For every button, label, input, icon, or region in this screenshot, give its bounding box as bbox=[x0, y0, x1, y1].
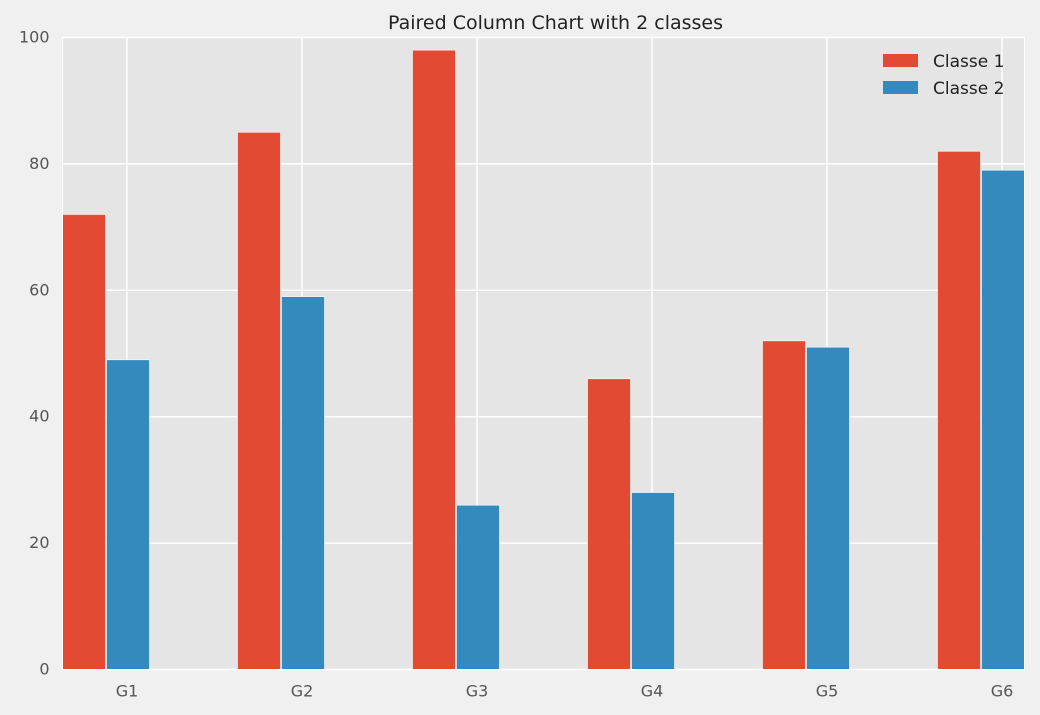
plot-area bbox=[62, 37, 1025, 670]
x-tick-label: G4 bbox=[641, 682, 664, 701]
bar-g6-series-2 bbox=[981, 169, 1025, 670]
legend-label-series-2: Classe 2 bbox=[933, 79, 1004, 99]
bar-g3-series-1 bbox=[412, 49, 456, 670]
bar-g4-series-1 bbox=[587, 378, 631, 670]
y-tick-label: 20 bbox=[29, 533, 49, 552]
bar-g1-series-1 bbox=[62, 214, 106, 670]
bar-g5-series-2 bbox=[806, 346, 850, 670]
chart-title: Paired Column Chart with 2 classes bbox=[388, 12, 723, 34]
x-tick-label: G2 bbox=[291, 682, 314, 701]
bar-g5-series-1 bbox=[762, 340, 806, 670]
plot-frame bbox=[62, 37, 1025, 670]
bar-g4-series-2 bbox=[631, 492, 675, 670]
y-tick-label: 0 bbox=[39, 660, 49, 679]
x-tick-label: G1 bbox=[116, 682, 139, 701]
legend: Classe 1 Classe 2 bbox=[883, 52, 1004, 99]
y-tick-label: 60 bbox=[29, 280, 49, 299]
x-axis-ticks: G1 G2 G3 G4 G5 G6 bbox=[116, 682, 1014, 701]
bar-g1-series-2 bbox=[106, 359, 150, 670]
x-tick-label: G5 bbox=[816, 682, 839, 701]
y-tick-label: 100 bbox=[19, 28, 50, 47]
x-tick-label: G3 bbox=[466, 682, 489, 701]
legend-swatch-series-2 bbox=[883, 81, 918, 94]
bar-g2-series-2 bbox=[281, 296, 325, 670]
bar-g6-series-1 bbox=[937, 150, 981, 670]
bars bbox=[62, 49, 1025, 670]
legend-label-series-1: Classe 1 bbox=[933, 52, 1004, 72]
legend-swatch-series-1 bbox=[883, 54, 918, 67]
bar-g3-series-2 bbox=[456, 504, 500, 670]
x-tick-label: G6 bbox=[991, 682, 1014, 701]
bar-g2-series-1 bbox=[237, 132, 281, 670]
y-axis-ticks: 0 20 40 60 80 100 bbox=[19, 28, 50, 679]
y-tick-label: 80 bbox=[29, 154, 49, 173]
y-tick-label: 40 bbox=[29, 407, 49, 426]
